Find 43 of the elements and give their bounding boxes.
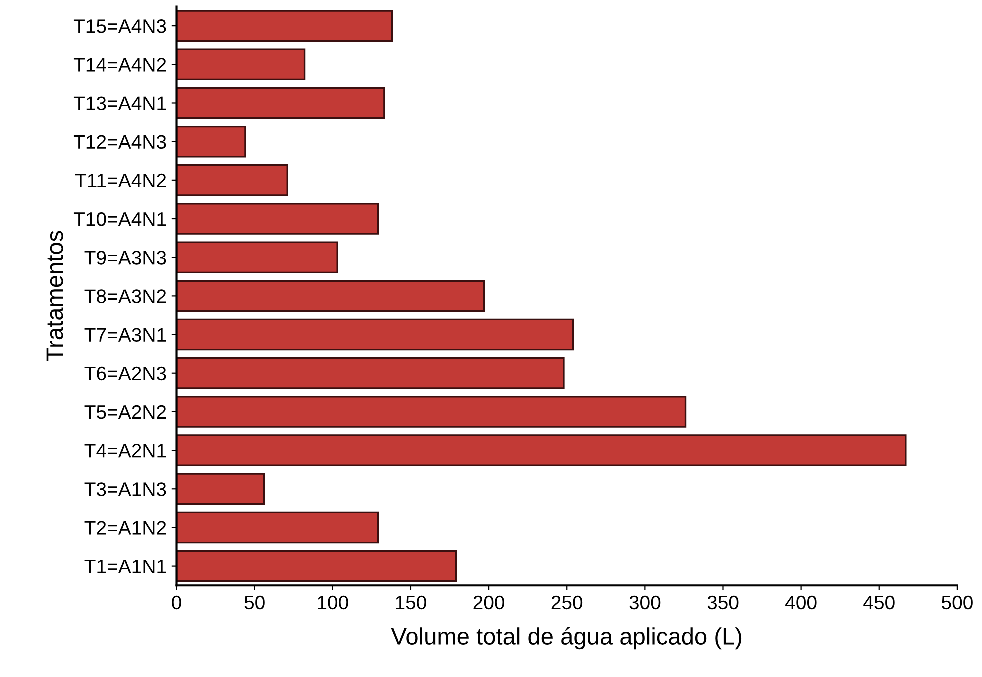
bar — [176, 550, 458, 582]
y-tick-label: T6=A2N3 — [84, 366, 166, 381]
y-tick-label: T2=A1N2 — [84, 521, 166, 535]
y-tick-label: T10=A4N1 — [74, 212, 166, 226]
x-tick-label: 400 — [786, 596, 817, 610]
x-tick-label: 250 — [552, 596, 583, 610]
y-tick-label: T14=A4N2 — [74, 58, 166, 72]
bar — [176, 203, 380, 235]
y-tick-label: T4=A2N1 — [84, 444, 166, 458]
bar — [176, 434, 907, 466]
bar — [176, 164, 288, 196]
bar — [176, 357, 565, 390]
bar — [176, 242, 338, 274]
bar — [176, 473, 266, 506]
x-tick-label: 300 — [630, 596, 661, 610]
y-tick-label: T11=A4N2 — [75, 174, 166, 188]
bar — [176, 512, 380, 544]
bar — [176, 48, 306, 81]
x-tick-label: 100 — [318, 596, 348, 610]
bar — [176, 396, 687, 428]
y-tick-label: T15=A4N3 — [74, 20, 166, 34]
y-tick-label: T1=A1N1 — [84, 560, 166, 574]
x-tick-label: 50 — [244, 596, 265, 610]
y-axis-title: Tratamentos — [46, 231, 64, 362]
x-tick-label: 350 — [708, 596, 739, 610]
y-tick-label: T8=A3N2 — [84, 290, 166, 304]
y-tick-label: T5=A2N2 — [84, 405, 166, 420]
bar — [176, 87, 386, 120]
y-tick-label: T7=A3N1 — [84, 328, 166, 342]
x-tick-label: 450 — [864, 596, 895, 610]
x-axis-title: Volume total de água aplicado (L) — [391, 627, 742, 650]
y-tick-label: T9=A3N3 — [84, 251, 166, 265]
y-tick-label: T13=A4N1 — [74, 96, 166, 110]
y-tick-label: T12=A4N3 — [74, 135, 166, 150]
bar — [176, 10, 394, 42]
x-tick-label: 500 — [942, 596, 973, 610]
bar — [176, 126, 246, 158]
x-tick-label: 150 — [396, 596, 426, 610]
bar — [176, 318, 574, 351]
x-tick-label: 0 — [172, 596, 182, 610]
y-tick-label: T3=A1N3 — [84, 482, 166, 496]
bar — [176, 280, 486, 312]
x-tick-label: 200 — [474, 596, 504, 610]
